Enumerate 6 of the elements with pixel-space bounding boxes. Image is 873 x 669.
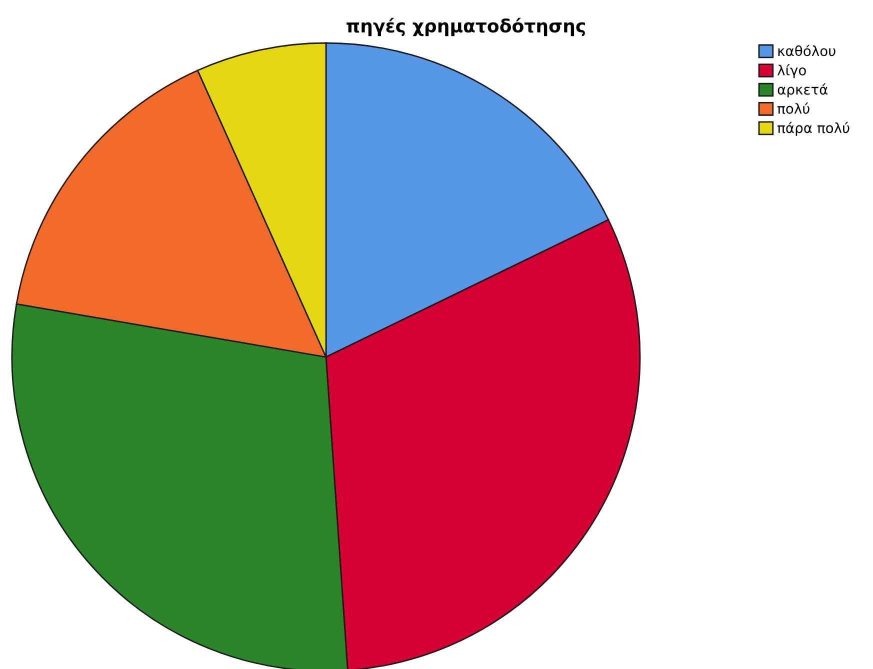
legend-label: αρκετά <box>778 83 828 98</box>
chart-title: πηγές χρηματοδότησης <box>346 18 585 36</box>
legend-label: λίγο <box>777 64 806 78</box>
legend-label: πάρα πολύ <box>778 122 850 136</box>
legend-label: πολύ <box>778 102 810 114</box>
legend-label: καθόλου <box>778 44 836 56</box>
